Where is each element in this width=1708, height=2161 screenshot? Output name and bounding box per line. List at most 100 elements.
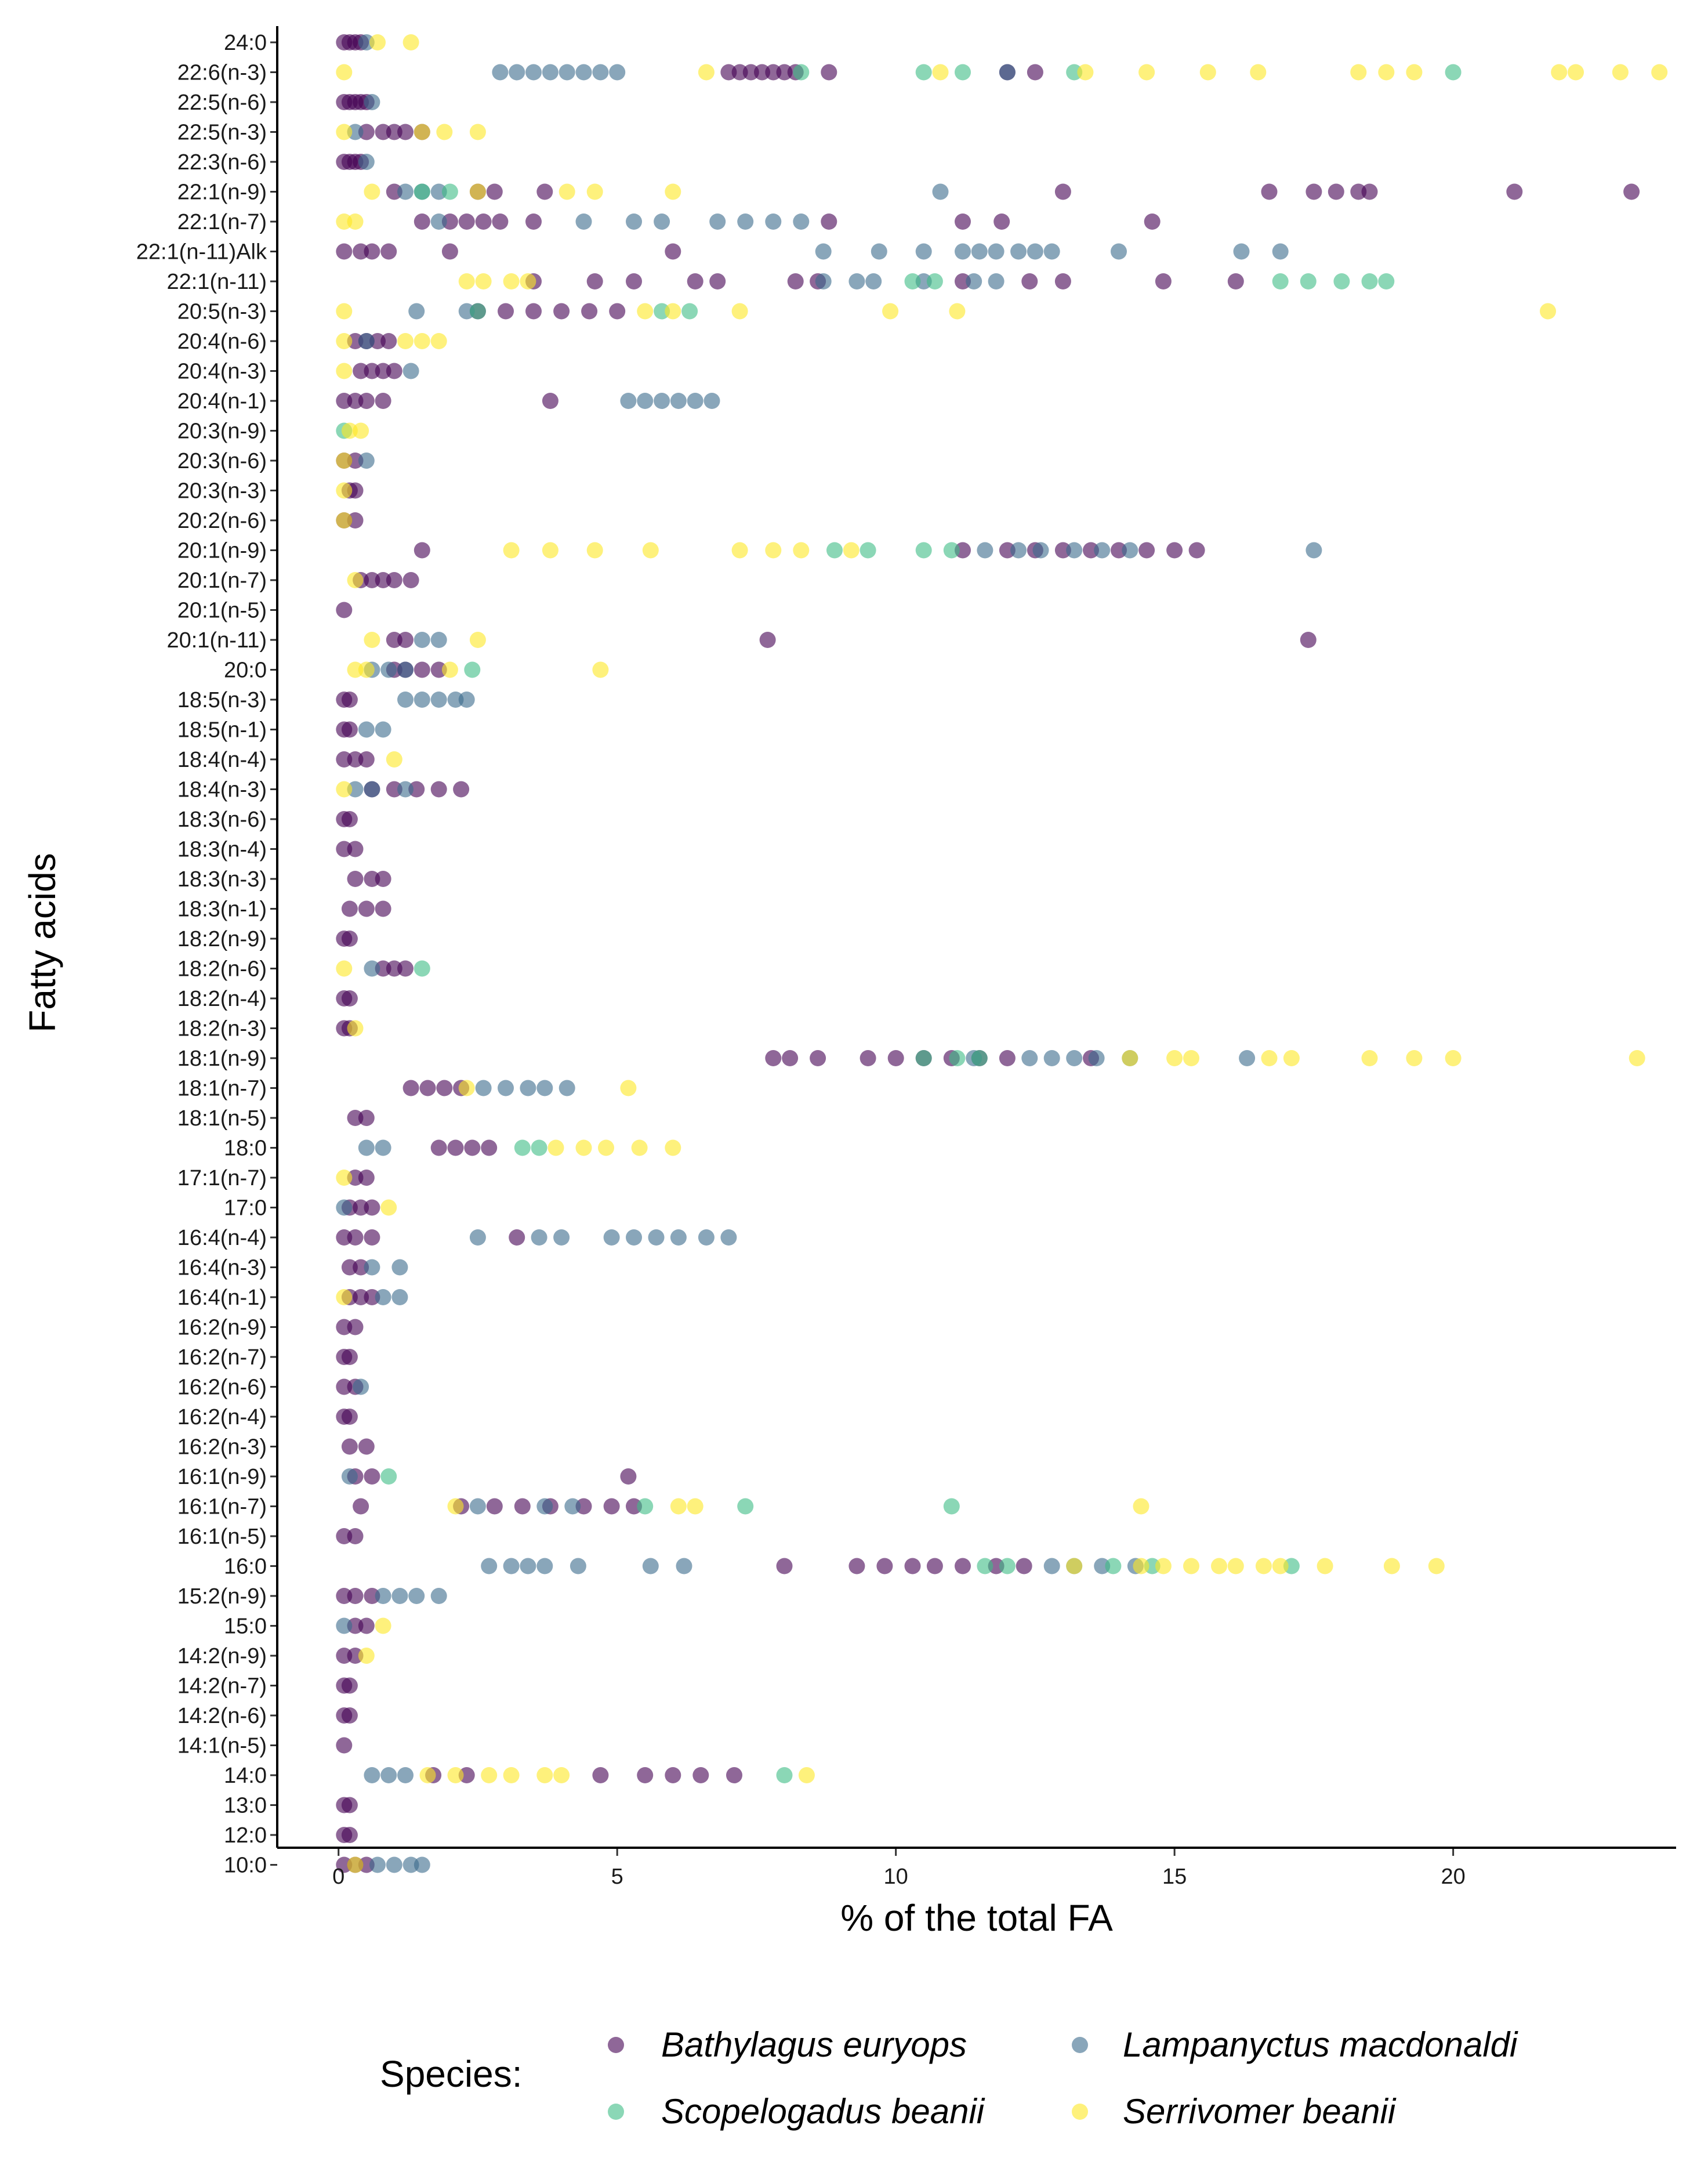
data-point-18-1-n-9	[1239, 1050, 1256, 1066]
data-point-18-0	[447, 1139, 464, 1156]
data-point-22-5-n-3	[386, 124, 402, 140]
data-point-16-4-n-3	[364, 1259, 380, 1276]
data-point-18-0	[631, 1139, 648, 1156]
y-tick-label-20-4-n-3: 20:4(n-3)	[177, 360, 267, 384]
data-point-22-6-n-3	[1651, 64, 1668, 81]
data-point-16-1-n-7	[737, 1498, 754, 1515]
data-point-20-0	[358, 661, 375, 678]
data-point-14-2-n-9	[336, 1648, 353, 1664]
data-point-17-0	[353, 1199, 369, 1216]
data-point-16-4-n-4	[347, 1229, 364, 1246]
y-tick-label-18-3-n-1: 18:3(n-1)	[177, 897, 267, 922]
data-point-10-0	[414, 1856, 430, 1873]
data-point-18-4-n-3	[347, 781, 364, 798]
data-point-20-5-n-3	[525, 303, 542, 320]
data-point-20-4-n-6	[380, 333, 397, 349]
data-point-22-1-n-11	[687, 273, 703, 289]
data-point-16-1-n-9	[380, 1468, 397, 1485]
data-point-18-4-n-4	[358, 751, 375, 768]
data-point-18-1-n-9	[860, 1050, 876, 1066]
x-tick-label-20: 20	[1441, 1865, 1465, 1889]
data-point-22-6-n-3	[1445, 64, 1462, 81]
data-point-18-1-n-7	[498, 1080, 514, 1096]
x-tick-label-0: 0	[332, 1865, 344, 1889]
data-point-18-2-n-6	[386, 960, 402, 977]
data-point-20-4-n-1	[336, 393, 353, 409]
data-point-18-1-n-7	[520, 1080, 536, 1096]
data-point-22-1-n-9	[1328, 183, 1344, 200]
data-point-22-1-n-9	[469, 183, 486, 200]
data-point-18-1-n-9	[1283, 1050, 1300, 1066]
y-tick-label-16-2-n-7: 16:2(n-7)	[177, 1345, 267, 1370]
y-tick-label-16-2-n-4: 16:2(n-4)	[177, 1405, 267, 1429]
y-tick-label-18-0: 18:0	[224, 1136, 267, 1161]
data-point-22-3-n-6	[358, 154, 375, 170]
data-point-18-3-n-1	[375, 900, 391, 917]
data-point-20-1-n-9	[542, 542, 559, 559]
data-point-20-5-n-3	[882, 303, 899, 320]
data-point-18-2-n-6	[397, 960, 414, 977]
data-point-18-2-n-6	[336, 960, 353, 977]
data-point-22-1-n-11-alk	[441, 243, 458, 260]
data-point-22-5-n-3	[436, 124, 453, 140]
data-point-16-0	[481, 1558, 498, 1574]
data-point-22-1-n-11	[848, 273, 865, 289]
data-point-22-1-n-11	[586, 273, 603, 289]
data-point-15-0	[375, 1617, 391, 1634]
data-point-18-3-n-4	[347, 841, 364, 857]
data-point-20-1-n-9	[1122, 542, 1138, 559]
data-point-20-4-n-1	[654, 393, 670, 409]
y-tick-label-20-1-n-5: 20:1(n-5)	[177, 599, 267, 623]
data-point-16-0	[904, 1558, 921, 1574]
data-point-20-1-n-9	[915, 542, 932, 559]
data-point-22-1-n-9	[397, 183, 414, 200]
data-point-22-1-n-7	[347, 213, 364, 230]
y-tick-label-16-4-n-4: 16:4(n-4)	[177, 1226, 267, 1250]
data-point-18-2-n-6	[414, 960, 430, 977]
data-point-20-4-n-1	[375, 393, 391, 409]
data-point-18-1-n-9	[810, 1050, 826, 1066]
data-point-20-3-n-6	[336, 453, 353, 469]
series-scopelogadus-beanii	[336, 64, 1462, 1783]
data-point-16-2-n-9	[347, 1319, 364, 1335]
data-point-18-1-n-5	[358, 1110, 375, 1126]
data-point-16-1-n-7	[603, 1498, 620, 1515]
data-point-20-4-n-6	[397, 333, 414, 349]
data-point-18-3-n-1	[341, 900, 358, 917]
data-point-18-4-n-3	[453, 781, 470, 798]
data-point-20-5-n-3	[681, 303, 698, 320]
data-point-22-1-n-11-alk	[871, 243, 887, 260]
data-point-20-1-n-9	[642, 542, 659, 559]
data-point-22-1-n-7	[793, 213, 810, 230]
y-tick-label-16-1-n-7: 16:1(n-7)	[177, 1495, 267, 1519]
data-point-22-1-n-11	[988, 273, 1005, 289]
data-point-20-1-n-9	[977, 542, 993, 559]
data-point-16-0	[676, 1558, 692, 1574]
data-point-20-1-n-9	[955, 542, 971, 559]
data-point-12-0	[341, 1827, 358, 1843]
data-point-18-5-n-3	[341, 692, 358, 708]
data-point-20-4-n-1	[670, 393, 687, 409]
y-tick-label-18-2-n-3: 18:2(n-3)	[177, 1017, 267, 1041]
data-point-16-1-n-9	[341, 1468, 358, 1485]
y-tick-label-22-3-n-6: 22:3(n-6)	[177, 150, 267, 175]
data-point-18-5-n-1	[375, 721, 391, 738]
data-point-22-6-n-3	[542, 64, 559, 81]
data-point-22-1-n-7	[575, 213, 592, 230]
y-tick-label-22-1-n-9: 22:1(n-9)	[177, 180, 267, 205]
y-tick-label-18-1-n-5: 18:1(n-5)	[177, 1106, 267, 1131]
data-point-18-0	[547, 1139, 564, 1156]
data-point-16-4-n-4	[648, 1229, 665, 1246]
data-point-18-1-n-9	[1361, 1050, 1378, 1066]
data-point-22-6-n-3	[955, 64, 971, 81]
data-point-22-1-n-7	[737, 213, 754, 230]
data-point-18-5-n-3	[397, 692, 414, 708]
data-point-22-6-n-3	[765, 64, 782, 81]
data-point-16-0	[999, 1558, 1016, 1574]
data-point-18-4-n-3	[430, 781, 447, 798]
data-point-22-1-n-11-alk	[364, 243, 380, 260]
y-axis-ticks: 24:0 22:6(n-3) 22:5(n-6) 22:5(n-3) 22:3(n-6)…	[136, 31, 277, 1878]
legend-label-scopelogadus: Scopelogadus beanii	[661, 2092, 985, 2131]
data-point-16-4-n-4	[469, 1229, 486, 1246]
data-point-20-1-n-9	[1066, 542, 1083, 559]
